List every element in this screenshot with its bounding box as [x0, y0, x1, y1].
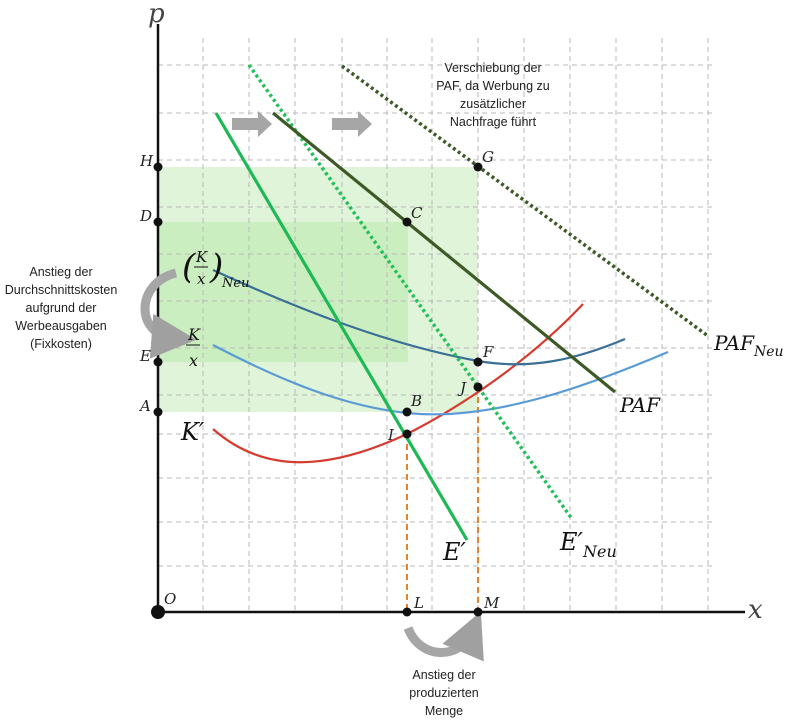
label-paf-neu-sub: Neu [753, 344, 784, 360]
quantity-note-line-2: produzierten [409, 686, 479, 700]
cost-curved-arrow [140, 268, 197, 359]
label-kx: K x [186, 325, 201, 370]
label-C: C [411, 204, 423, 222]
label-kx-neu-sub: Neu [221, 276, 249, 291]
label-B: B [410, 392, 422, 410]
point-L [402, 607, 412, 617]
cost-note-line-1: Anstieg der [29, 265, 92, 279]
point-M [473, 607, 483, 617]
quantity-note: Anstieg der produzierten Menge [409, 668, 479, 718]
shift-note-line-4: Nachfrage führt [450, 115, 537, 129]
shift-note: Verschiebung der PAF, da Werbung zu zusä… [436, 61, 550, 129]
label-G: G [482, 148, 494, 166]
label-E: E [139, 347, 151, 365]
area-rect-mid [158, 222, 408, 362]
point-C [402, 217, 412, 227]
point-J [473, 382, 483, 392]
cost-note-line-4: Werbeausgaben [15, 319, 107, 333]
label-kx-neu: ( K x ) Neu [182, 247, 249, 291]
label-F: F [482, 343, 494, 361]
label-O: O [164, 590, 176, 608]
label-kx-neu-den: x [197, 270, 206, 288]
label-e-prime-neu-sub: Neu [582, 542, 617, 561]
e-prime-neu-line [247, 63, 574, 521]
point-B [402, 407, 412, 417]
label-e-prime-neu: E′Neu [559, 528, 617, 561]
label-kx-neu-num: K [195, 248, 208, 266]
label-J: J [457, 379, 467, 397]
y-axis-label: p [148, 0, 165, 29]
quantity-note-line-3: Menge [425, 704, 463, 718]
label-paf-neu-main: PAF [713, 331, 755, 355]
shift-note-line-1: Verschiebung der [444, 61, 541, 75]
cost-note-line-2: Durchschnittskosten [5, 283, 118, 297]
point-D [153, 217, 163, 227]
cost-note: Anstieg der Durchschnittskosten aufgrund… [5, 265, 118, 351]
label-k-prime: K′ [180, 418, 205, 446]
e-prime-line [214, 112, 469, 541]
label-A: A [138, 397, 151, 415]
cost-note-line-3: aufgrund der [26, 301, 97, 315]
quantity-note-line-1: Anstieg der [412, 668, 475, 682]
point-G [473, 162, 483, 172]
shift-note-line-3: zusätzlicher [460, 97, 526, 111]
label-H: H [139, 152, 154, 170]
label-kx-neu-rparen: ) [209, 247, 223, 287]
label-L: L [413, 594, 424, 612]
label-paf-neu: PAFNeu [713, 331, 784, 360]
label-kx-neu-lparen: ( [182, 247, 196, 287]
shift-arrow-2 [332, 111, 372, 137]
label-kx-num: K [187, 325, 201, 344]
point-O [151, 605, 165, 619]
label-M: M [483, 594, 500, 612]
label-D: D [139, 207, 152, 225]
cost-note-line-5: (Fixkosten) [30, 337, 92, 351]
shift-note-line-2: PAF, da Werbung zu [436, 79, 550, 93]
shift-arrow-1 [232, 111, 272, 137]
label-paf: PAF [619, 393, 661, 417]
label-e-prime-neu-main: E′ [559, 528, 584, 556]
label-I: I [387, 426, 395, 444]
paf-neu-line [340, 64, 710, 338]
label-kx-den: x [189, 351, 198, 370]
point-A [153, 407, 163, 417]
x-axis-label: x [748, 595, 763, 625]
point-E [153, 357, 163, 367]
point-F [473, 357, 483, 367]
label-e-prime: E′ [442, 538, 467, 566]
paf-line [271, 111, 617, 394]
point-H [153, 162, 163, 172]
quantity-curved-arrow [403, 611, 484, 662]
kx-curve [212, 344, 669, 416]
point-I [402, 429, 412, 439]
